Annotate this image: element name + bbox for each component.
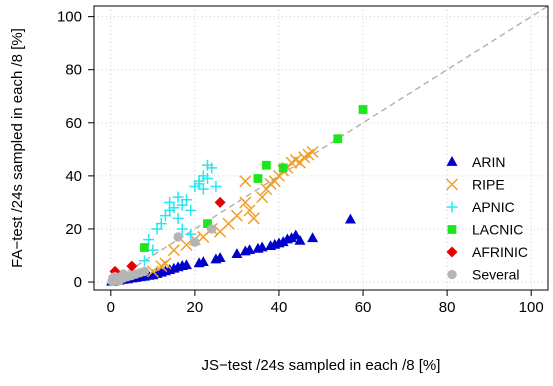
legend-marker-lacnic — [447, 225, 457, 234]
series-apnic — [138, 159, 222, 267]
point-arin-26 — [231, 248, 243, 259]
point-ripe-16 — [268, 175, 281, 188]
point-apnic-24 — [185, 228, 197, 240]
series-lacnic — [140, 105, 368, 252]
x-tick-label-2: 40 — [271, 299, 288, 316]
legend-label-apnic: APNIC — [472, 199, 515, 215]
y-tick-label-1: 20 — [65, 221, 82, 238]
point-several-12 — [118, 269, 129, 279]
point-apnic-10 — [172, 212, 184, 224]
x-tick-label-3: 60 — [355, 299, 372, 316]
legend-marker-ripe — [445, 178, 459, 191]
point-apnic-14 — [185, 204, 197, 216]
point-ripe-25 — [306, 145, 319, 159]
point-ripe-11 — [243, 204, 256, 217]
point-ripe-13 — [256, 191, 269, 204]
point-several-15 — [108, 273, 118, 283]
point-several-11 — [207, 224, 217, 234]
point-arin-23 — [197, 256, 209, 266]
x-axis-ticks: 0 20 40 60 80 100 — [107, 290, 544, 316]
point-apnic-22 — [206, 162, 218, 174]
point-arin-30 — [256, 241, 268, 252]
plot-frame — [93, 5, 549, 291]
point-several-10 — [190, 237, 200, 247]
y-tick-label-5: 100 — [57, 9, 82, 26]
point-arin-21 — [180, 259, 192, 270]
point-arin-38 — [294, 234, 306, 245]
point-apnic-11 — [176, 223, 188, 235]
point-several-9 — [173, 232, 183, 242]
y-tick-label-4: 80 — [65, 62, 82, 79]
point-ripe-4 — [180, 238, 193, 251]
data-points — [106, 105, 368, 286]
point-lacnic-5 — [333, 134, 343, 144]
point-afrinic-1 — [126, 260, 138, 272]
point-apnic-13 — [180, 194, 192, 206]
point-ripe-3 — [167, 244, 180, 257]
legend: ARIN RIPE APNIC LACNIC AFRINIC Several — [445, 154, 528, 283]
point-apnic-4 — [155, 218, 167, 230]
legend-label-arin: ARIN — [472, 154, 505, 170]
point-arin-25 — [214, 252, 226, 262]
point-lacnic-2 — [253, 174, 263, 183]
legend-label-ripe: RIPE — [472, 177, 505, 193]
y-axis-ticks: 0 20 40 60 80 100 — [57, 9, 94, 291]
point-apnic-23 — [210, 180, 222, 192]
x-tick-label-4: 80 — [439, 299, 456, 316]
legend-marker-arin — [446, 155, 458, 166]
point-lacnic-6 — [358, 105, 368, 114]
y-tick-label-3: 60 — [65, 115, 82, 132]
point-apnic-8 — [168, 202, 180, 214]
point-lacnic-4 — [278, 163, 288, 173]
legend-label-several: Several — [472, 267, 519, 283]
legend-marker-several — [447, 269, 457, 280]
point-ripe-12 — [247, 212, 260, 225]
point-arin-40 — [344, 213, 356, 224]
point-ripe-10 — [239, 196, 252, 209]
point-ripe-26 — [239, 175, 252, 188]
point-ripe-0 — [146, 265, 159, 278]
point-lacnic-0 — [140, 243, 149, 252]
point-lacnic-1 — [203, 219, 212, 229]
y-tick-label-0: 0 — [74, 274, 82, 291]
y-tick-label-2: 40 — [65, 168, 82, 185]
series-several — [107, 224, 217, 286]
point-apnic-2 — [147, 244, 159, 256]
point-afrinic-2 — [214, 196, 226, 208]
legend-label-lacnic: LACNIC — [472, 222, 523, 238]
diagonal-reference-line — [110, 5, 549, 283]
point-apnic-20 — [202, 173, 213, 185]
point-arin-28 — [244, 244, 256, 255]
point-apnic-0 — [138, 255, 150, 267]
legend-marker-apnic — [446, 201, 458, 213]
legend-label-afrinic: AFRINIC — [472, 244, 528, 260]
legend-marker-afrinic — [446, 246, 458, 258]
series-ripe — [146, 145, 319, 278]
point-apnic-19 — [197, 183, 209, 195]
point-arin-37 — [290, 229, 302, 240]
point-ripe-9 — [230, 209, 243, 222]
point-ripe-2 — [159, 257, 172, 270]
point-several-8 — [139, 266, 150, 277]
y-axis-label: FA−test /24s sampled in each /8 [%] — [9, 28, 26, 268]
point-apnic-9 — [172, 191, 184, 203]
x-tick-label-1: 20 — [187, 299, 204, 316]
x-tick-label-0: 0 — [107, 299, 115, 316]
point-lacnic-3 — [261, 160, 271, 170]
x-axis-label: JS−test /24s sampled in each /8 [%] — [202, 357, 441, 374]
x-tick-label-5: 100 — [519, 299, 544, 316]
point-arin-39 — [307, 232, 319, 243]
